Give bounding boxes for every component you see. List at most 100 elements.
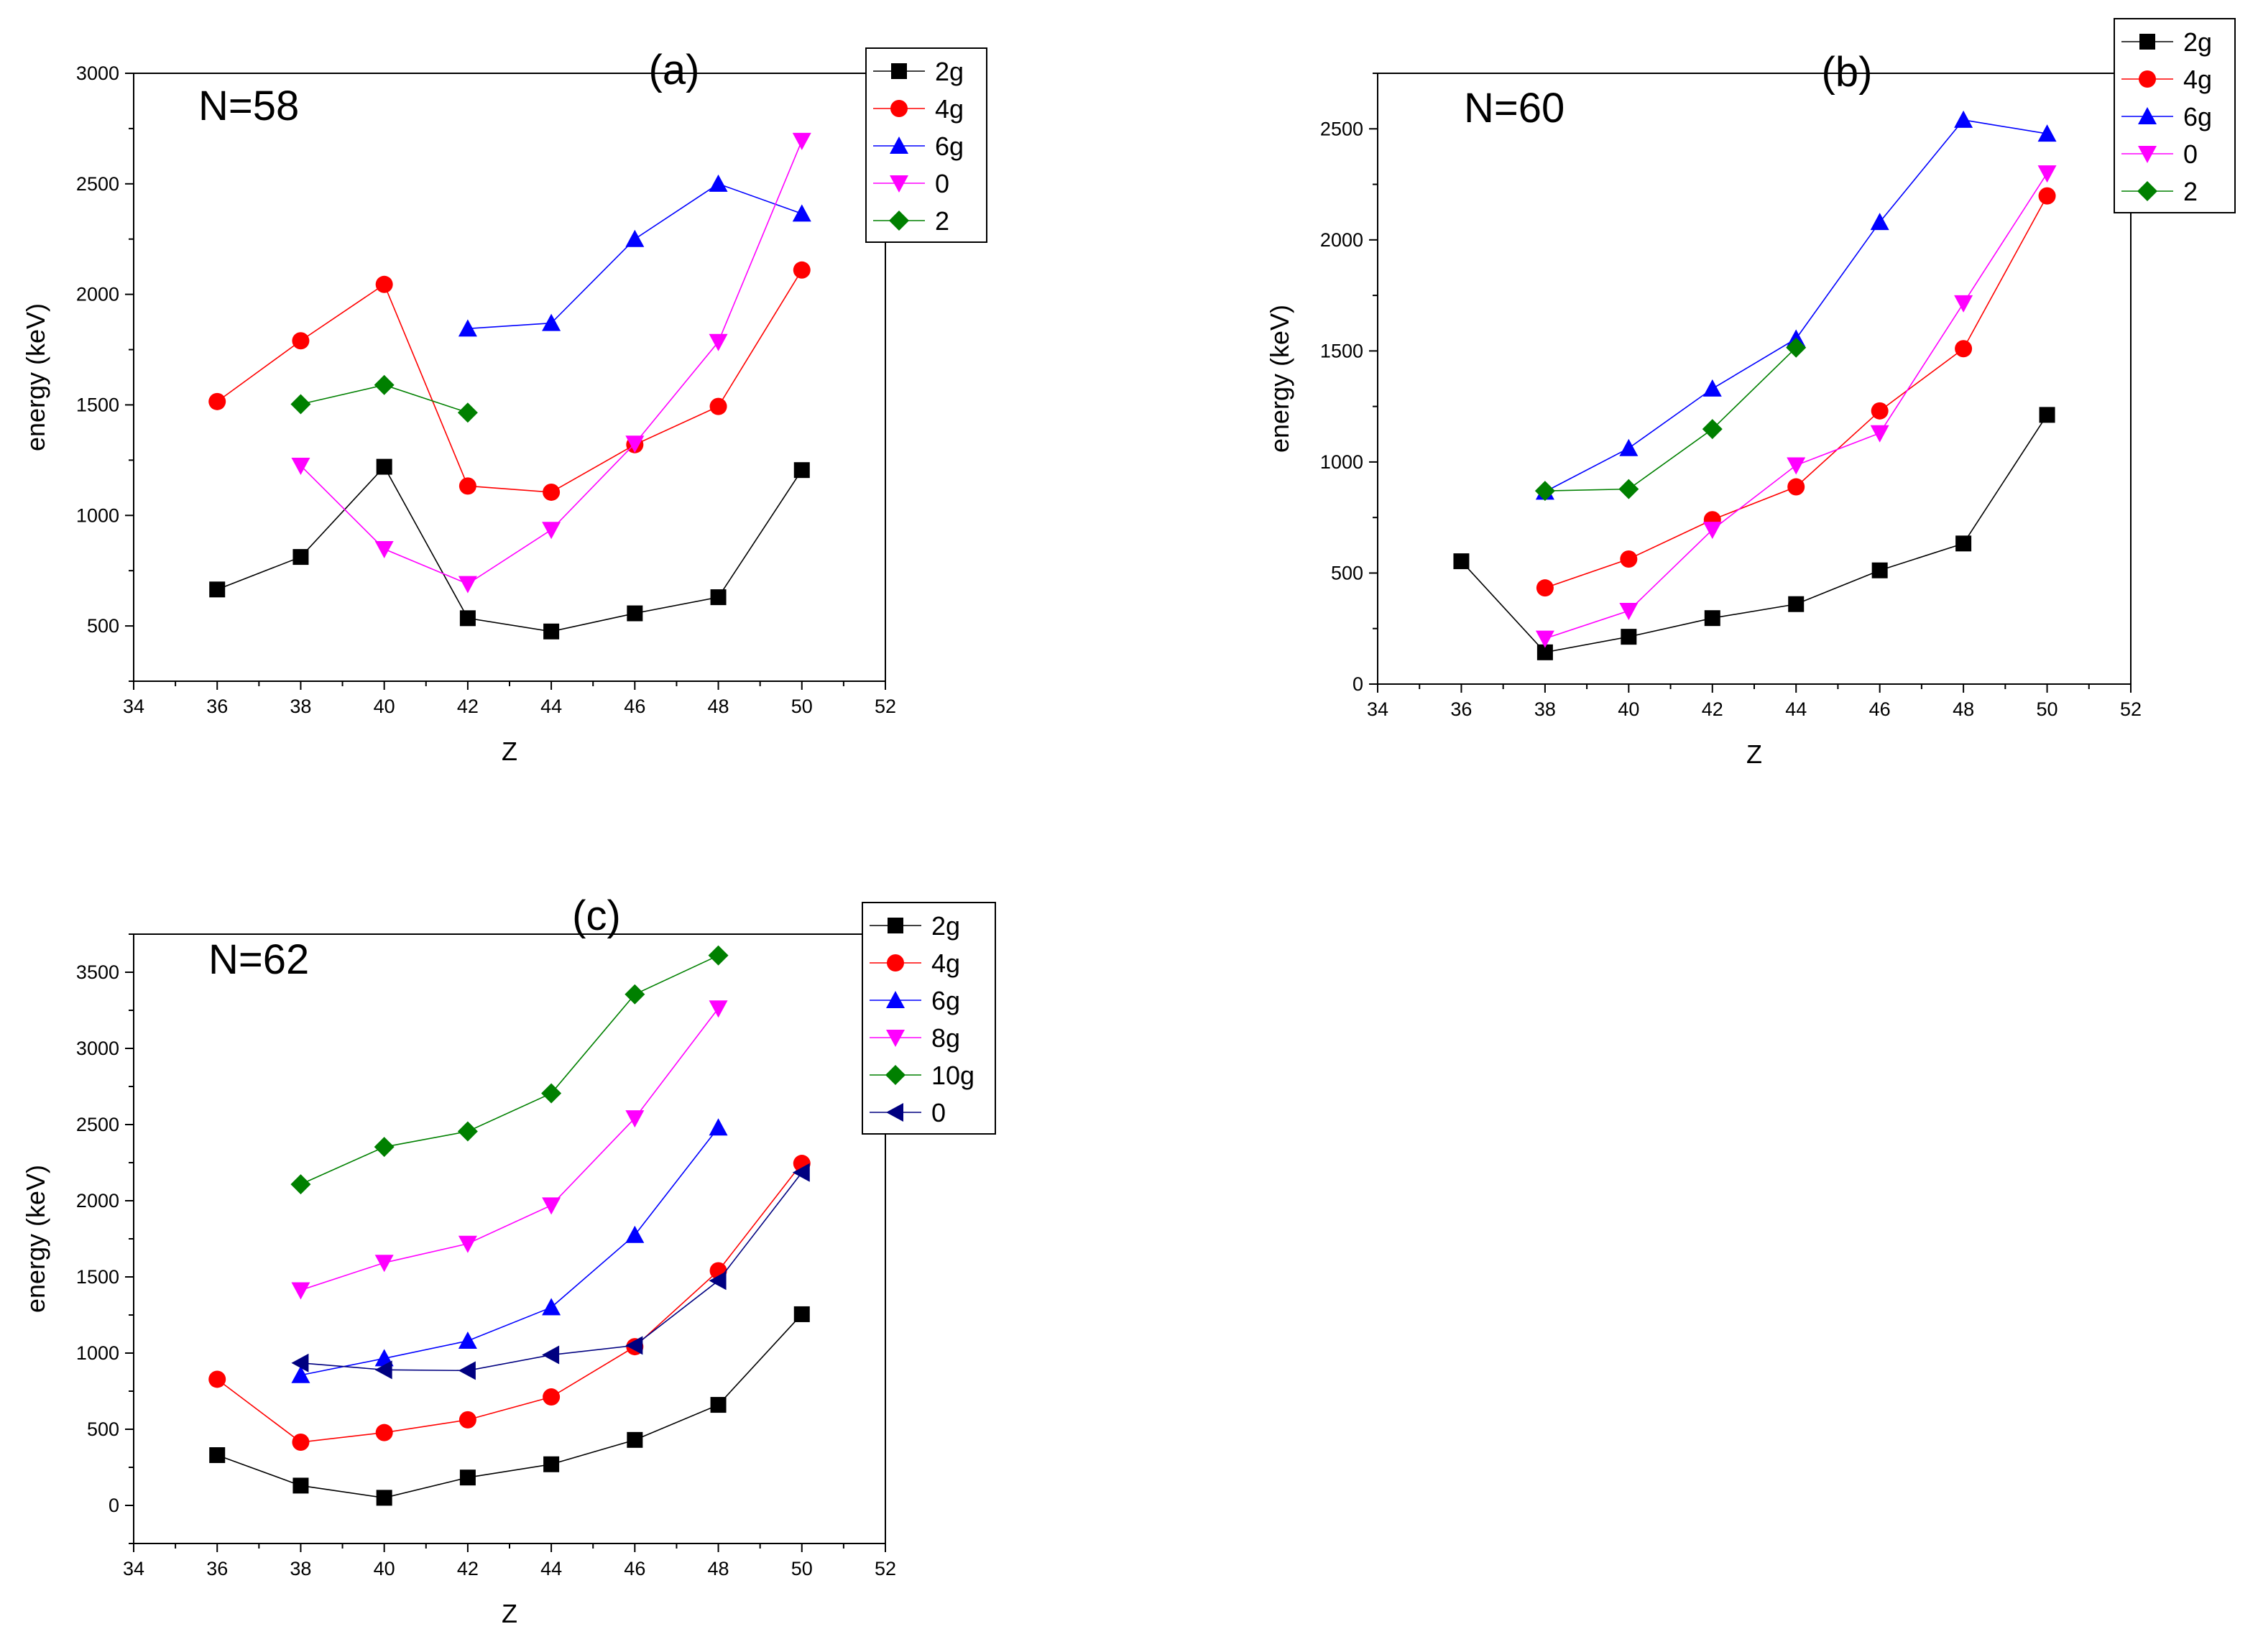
series-line-a-2g (216, 466, 803, 632)
x-tick-label-b-42: 42 (1702, 698, 1723, 720)
data-point-c-2g-z44 (543, 1456, 560, 1472)
y-tick-label-c-1000: 1000 (76, 1342, 119, 1364)
y-tick-label-c-0: 0 (109, 1495, 119, 1516)
x-tick-label-a-38: 38 (290, 696, 311, 717)
y-tick-label-b-0: 0 (1353, 673, 1363, 695)
data-point-c-4g-z38 (292, 1434, 310, 1452)
annotation-b: N=60 (1464, 85, 1565, 131)
data-point-a-2-z40 (374, 374, 395, 395)
x-tick-label-c-40: 40 (374, 1558, 395, 1579)
data-point-c-2g-z46 (627, 1431, 643, 1448)
data-point-b-4g-z46 (1871, 402, 1889, 420)
data-point-a-6g-z46 (625, 229, 645, 247)
data-point-a-0-z42 (458, 576, 477, 594)
data-point-c-10g-z48 (708, 945, 729, 966)
x-tick-label-a-40: 40 (374, 696, 395, 717)
data-point-b-6g-z40 (1619, 438, 1639, 456)
y-tick-label-b-2000: 2000 (1320, 229, 1363, 251)
data-point-b-6g-z48 (1954, 110, 1973, 128)
data-point-b-2g-z46 (1871, 562, 1888, 578)
data-point-b-2g-z48 (1955, 535, 1972, 552)
y-axis-title-a: energy (keV) (21, 303, 50, 451)
data-point-c-10g-z38 (290, 1174, 311, 1195)
data-point-c-0-z48 (709, 1271, 727, 1291)
y-axis-title-b: energy (keV) (1265, 305, 1294, 453)
data-point-a-2g-z42 (459, 610, 476, 627)
data-point-a-0-z40 (374, 541, 394, 559)
data-point-b-4g-z40 (1620, 550, 1638, 568)
axes-c: 34 36 38 40 42 44 46 48 50 52 0 500 1000 1500 2000 2500… (76, 933, 896, 1579)
y-tick-label-a-2000: 2000 (76, 284, 119, 305)
data-point-a-2g-z46 (627, 605, 643, 622)
data-point-c-6g-z38 (291, 1365, 310, 1383)
data-point-a-2-z38 (290, 394, 311, 415)
data-point-c-4g-z42 (458, 1411, 476, 1429)
data-point-c-6g-z40 (374, 1349, 394, 1367)
data-point-c-10g-z42 (457, 1121, 478, 1142)
series-line-b-2 (1544, 347, 1797, 492)
data-point-a-2g-z38 (292, 549, 309, 566)
x-tick-label-b-40: 40 (1618, 698, 1639, 720)
legend-b: 2g 4g 6g 0 2 (2114, 18, 2236, 213)
data-point-c-0-z50 (792, 1163, 810, 1182)
data-point-a-6g-z44 (542, 313, 561, 331)
series-line-c-8g (300, 1007, 719, 1291)
chart-panel-b: 34 36 38 40 42 44 46 48 50 52 0 500 1000 1500 2000 2500… (1265, 18, 2236, 769)
data-point-c-4g-z44 (543, 1388, 561, 1406)
data-point-b-0-z44 (1787, 457, 1806, 475)
panel-label-b: (b) (1822, 49, 1873, 96)
legend-marker-b-2 (2137, 181, 2157, 201)
data-point-c-6g-z46 (625, 1225, 645, 1243)
data-point-c-10g-z46 (625, 984, 645, 1005)
data-point-c-0-z44 (542, 1345, 560, 1365)
series-line-c-10g (300, 954, 719, 1185)
panel-label-c: (c) (572, 892, 621, 939)
x-tick-label-b-44: 44 (1785, 698, 1807, 720)
data-point-a-0-z46 (625, 435, 645, 453)
legend-label-b-0: 0 (2183, 139, 2198, 169)
data-point-c-8g-z44 (542, 1197, 561, 1215)
data-point-b-2g-z40 (1621, 629, 1637, 645)
x-tick-label-a-52: 52 (875, 696, 896, 717)
legend-label-b-4g: 4g (2183, 65, 2212, 94)
y-axis-title-c: energy (keV) (21, 1165, 50, 1313)
x-tick-label-a-36: 36 (206, 696, 228, 717)
data-point-a-4g-z44 (543, 483, 561, 501)
data-point-b-2-z42 (1702, 419, 1723, 440)
legend-marker-c-10g (885, 1065, 905, 1085)
x-tick-label-b-52: 52 (2120, 698, 2142, 720)
data-point-a-4g-z40 (375, 275, 393, 293)
y-tick-label-a-2500: 2500 (76, 173, 119, 195)
series-layer-b (1453, 110, 2057, 660)
data-point-a-2g-z36 (209, 581, 226, 598)
y-tick-label-a-1000: 1000 (76, 504, 119, 526)
data-point-c-2g-z38 (292, 1477, 309, 1494)
data-point-a-0-z38 (291, 458, 310, 476)
data-point-a-6g-z48 (709, 174, 728, 192)
data-point-a-0-z50 (792, 132, 811, 150)
legend-label-c-6g: 6g (931, 986, 960, 1015)
data-point-c-4g-z36 (208, 1370, 226, 1388)
legend-marker-b-0 (2138, 146, 2157, 163)
legend-label-c-2g: 2g (931, 911, 960, 941)
y-tick-label-c-3000: 3000 (76, 1038, 119, 1059)
data-point-a-4g-z38 (292, 332, 310, 350)
legend-label-c-4g: 4g (931, 949, 960, 978)
x-tick-label-a-48: 48 (708, 696, 729, 717)
series-line-b-2g (1460, 414, 2048, 653)
series-line-c-2g (216, 1314, 803, 1499)
data-point-b-2g-z38 (1536, 644, 1553, 660)
data-point-c-4g-z40 (375, 1423, 393, 1441)
data-point-b-2g-z42 (1704, 610, 1720, 627)
data-point-c-0-z40 (374, 1360, 392, 1380)
data-point-c-6g-z42 (458, 1332, 477, 1349)
legend-label-a-4g: 4g (935, 94, 964, 124)
data-point-b-4g-z44 (1787, 478, 1805, 496)
data-point-b-0-z38 (1535, 630, 1554, 648)
data-point-a-2-z42 (457, 402, 478, 423)
legend-marker-c-8g (886, 1030, 905, 1047)
legend-marker-b-4g (2139, 70, 2156, 88)
legend-marker-a-4g (890, 100, 908, 117)
x-tick-label-c-42: 42 (457, 1558, 479, 1579)
data-point-b-4g-z48 (1955, 340, 1973, 358)
